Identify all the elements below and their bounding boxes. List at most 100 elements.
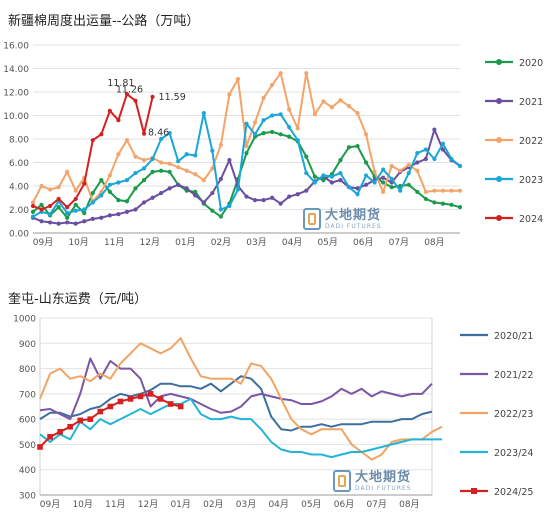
- data-point: [39, 202, 44, 207]
- data-point: [141, 158, 147, 163]
- data-point: [398, 188, 403, 193]
- data-point: [107, 403, 114, 410]
- data-point: [133, 207, 138, 212]
- data-point: [252, 120, 258, 125]
- data-point: [167, 131, 172, 136]
- data-point: [346, 185, 352, 190]
- data-point: [107, 182, 112, 187]
- x-tick-label: 03月: [246, 237, 266, 248]
- x-tick-label: 07月: [366, 499, 386, 510]
- data-point: [227, 203, 232, 209]
- data-point: [372, 169, 377, 174]
- data-point: [150, 94, 155, 99]
- data-point: [252, 198, 258, 203]
- data-point: [176, 182, 181, 187]
- data-point: [338, 98, 343, 103]
- data-point: [244, 121, 249, 126]
- data-point: [270, 82, 275, 88]
- data-point: [201, 178, 206, 183]
- data-point: [150, 195, 155, 200]
- data-point: [133, 186, 138, 191]
- data-point: [329, 180, 334, 185]
- data-point: [97, 408, 104, 415]
- data-point: [56, 205, 61, 210]
- data-point: [346, 145, 352, 150]
- data-point: [363, 182, 369, 187]
- legend-label: 2022: [519, 136, 543, 147]
- y-tick-label: 1000: [13, 315, 36, 325]
- data-point: [99, 132, 104, 137]
- data-point: [87, 416, 94, 422]
- data-point: [30, 209, 36, 214]
- data-point: [107, 213, 112, 218]
- data-point: [90, 216, 95, 221]
- x-tick-label: 01月: [170, 499, 190, 510]
- data-point: [415, 189, 420, 194]
- data-point: [432, 156, 437, 162]
- data-point: [218, 142, 223, 147]
- data-point: [423, 189, 428, 194]
- data-point: [82, 219, 87, 224]
- data-point: [210, 148, 215, 153]
- data-point: [210, 166, 215, 171]
- data-point: [141, 166, 147, 171]
- data-point: [329, 174, 334, 179]
- data-point: [244, 151, 249, 156]
- data-point: [73, 208, 78, 213]
- data-point: [65, 210, 70, 216]
- dadi-logo-icon: [333, 470, 351, 492]
- data-point: [90, 200, 95, 205]
- data-point: [107, 173, 112, 178]
- data-point: [312, 112, 317, 117]
- x-tick-label: 09月: [40, 499, 60, 510]
- data-point: [82, 210, 87, 216]
- data-point: [415, 160, 420, 165]
- chart-weekly-shipments: 新疆棉周度出运量--公路（万吨） 0.00 2.00 4.00 6.00 8.00 10.…: [0, 0, 550, 255]
- data-point: [338, 170, 343, 176]
- data-point: [73, 202, 78, 207]
- x-tick-label: 12月: [138, 499, 158, 510]
- data-point: [355, 186, 360, 191]
- data-point: [141, 131, 147, 136]
- data-label: 11.26: [116, 85, 143, 96]
- data-point: [141, 200, 147, 205]
- chart-freight-cost: 奎屯-山东运费（元/吨） 300 400 500 600 700 800 900 1000 09…: [0, 280, 550, 515]
- y-tick-label: 10.00: [3, 112, 29, 122]
- x-tick-label: 08月: [399, 499, 419, 510]
- legend-label: 2021/22: [494, 370, 533, 381]
- x-tick-label: 09月: [33, 237, 53, 248]
- data-point: [82, 207, 87, 212]
- data-point: [312, 174, 317, 179]
- data-point: [176, 159, 181, 164]
- data-point: [37, 444, 43, 450]
- series-line-2023/24: [39, 397, 443, 459]
- data-point: [30, 203, 36, 209]
- data-point: [65, 169, 70, 174]
- data-point: [116, 212, 121, 217]
- x-tick-label: 04月: [268, 499, 288, 510]
- data-label: 11.81: [107, 78, 134, 89]
- data-point: [235, 76, 241, 82]
- data-point: [304, 154, 309, 159]
- y-tick-label: 700: [19, 390, 36, 400]
- data-point: [415, 168, 420, 173]
- data-point: [90, 138, 95, 143]
- legend-marker: [496, 215, 502, 221]
- data-point: [47, 220, 53, 225]
- x-tick-label: 01月: [175, 237, 195, 248]
- data-point: [252, 132, 258, 137]
- data-point: [304, 170, 309, 176]
- data-point: [127, 396, 134, 402]
- data-point: [295, 138, 300, 143]
- data-point: [201, 111, 206, 116]
- data-point: [440, 141, 446, 146]
- data-point: [287, 107, 292, 112]
- data-point: [141, 178, 147, 183]
- data-point: [150, 156, 155, 162]
- data-point: [423, 196, 428, 202]
- data-point: [432, 188, 437, 193]
- data-point: [30, 214, 36, 219]
- chart-title: 新疆棉周度出运量--公路（万吨）: [8, 14, 200, 29]
- data-point: [423, 147, 428, 152]
- data-point: [210, 190, 215, 196]
